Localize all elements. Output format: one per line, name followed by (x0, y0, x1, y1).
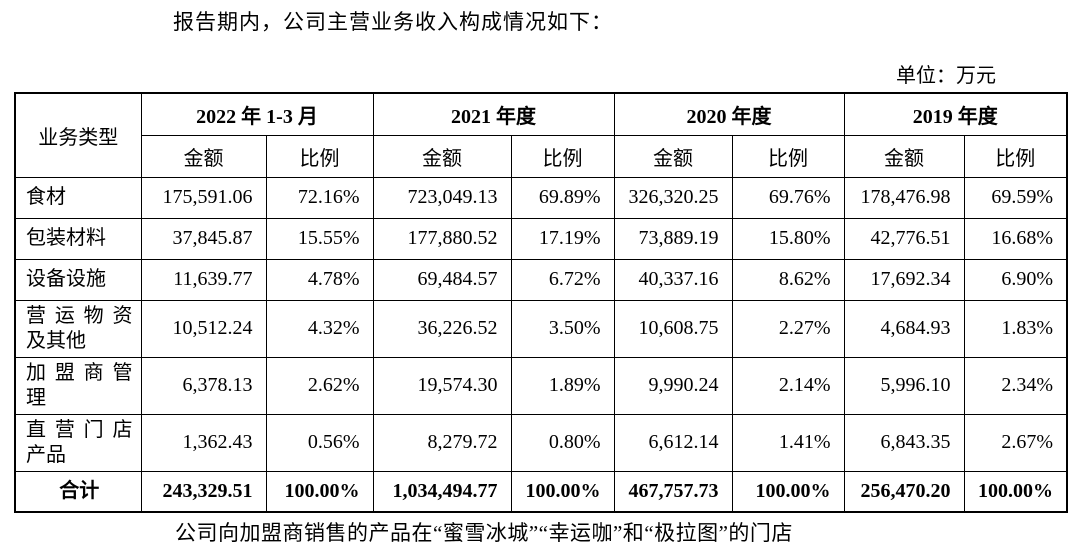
ratio-header: 比例 (731, 134, 845, 178)
amount-cell: 467,757.73 (613, 470, 733, 513)
ratio-cell: 6.90% (963, 258, 1068, 301)
ratio-cell: 1.41% (731, 413, 845, 472)
ratio-cell: 4.78% (265, 258, 374, 301)
ratio-cell: 4.32% (265, 299, 374, 358)
amount-cell: 243,329.51 (140, 470, 267, 513)
ratio-cell: 100.00% (731, 470, 845, 513)
ratio-cell: 100.00% (510, 470, 615, 513)
table-row: 食材 175,591.06 72.16% 723,049.13 69.89% 326,32… (14, 176, 1068, 219)
ratio-cell: 69.89% (510, 176, 615, 219)
table-header: 业务类型 2022 年 1-3 月 2021 年度 2020 年度 2019 年… (14, 92, 1068, 178)
row-label-cell: 直营门店 产品 (14, 413, 142, 472)
intro-paragraph: 报告期内，公司主营业务收入构成情况如下： (173, 10, 613, 34)
ratio-cell: 17.19% (510, 217, 615, 260)
ratio-cell: 100.00% (963, 470, 1068, 513)
amount-cell: 1,362.43 (140, 413, 267, 472)
period-header-2020: 2020 年度 (613, 92, 845, 136)
period-header-2022: 2022 年 1-3 月 (140, 92, 374, 136)
amount-cell: 326,320.25 (613, 176, 733, 219)
amount-cell: 6,378.13 (140, 356, 267, 415)
amount-header: 金额 (140, 134, 267, 178)
amount-cell: 11,639.77 (140, 258, 267, 301)
unit-label: 单位：万元 (896, 65, 996, 87)
table-row: 设备设施 11,639.77 4.78% 69,484.57 6.72% 40,337.1… (14, 258, 1068, 301)
subheader-row: 金额 比例 金额 比例 金额 比例 金额 比例 (15, 134, 1068, 178)
table-row: 包装材料 37,845.87 15.55% 177,880.52 17.19% 73,88… (14, 217, 1068, 260)
ratio-cell: 3.50% (510, 299, 615, 358)
amount-cell: 9,990.24 (613, 356, 733, 415)
ratio-cell: 8.62% (731, 258, 845, 301)
amount-cell: 175,591.06 (140, 176, 267, 219)
amount-cell: 5,996.10 (843, 356, 965, 415)
ratio-header: 比例 (265, 134, 374, 178)
period-header-row: 业务类型 2022 年 1-3 月 2021 年度 2020 年度 2019 年… (14, 92, 1068, 178)
ratio-cell: 1.83% (963, 299, 1068, 358)
amount-cell: 69,484.57 (372, 258, 512, 301)
amount-header: 金额 (372, 134, 512, 178)
amount-cell: 73,889.19 (613, 217, 733, 260)
ratio-cell: 2.62% (265, 356, 374, 415)
ratio-cell: 69.59% (963, 176, 1068, 219)
table-row: 加盟商管理 6,378.13 2.62% 19,574.30 1.89% 9,990.24… (14, 356, 1068, 415)
table-row: 营运物资 及其他 10,512.24 4.32% 36,226.52 3.50% 10,60… (14, 299, 1068, 358)
business-type-header: 业务类型 (14, 92, 142, 178)
amount-cell: 10,512.24 (140, 299, 267, 358)
amount-cell: 177,880.52 (372, 217, 512, 260)
amount-cell: 6,612.14 (613, 413, 733, 472)
amount-header: 金额 (843, 134, 965, 178)
ratio-cell: 2.27% (731, 299, 845, 358)
ratio-cell: 1.89% (510, 356, 615, 415)
ratio-cell: 16.68% (963, 217, 1068, 260)
amount-cell: 36,226.52 (372, 299, 512, 358)
row-label-cell: 设备设施 (14, 258, 142, 301)
ratio-header: 比例 (510, 134, 615, 178)
ratio-cell: 100.00% (265, 470, 374, 513)
ratio-cell: 0.80% (510, 413, 615, 472)
revenue-composition-table: 业务类型 2022 年 1-3 月 2021 年度 2020 年度 2019 年… (14, 92, 1069, 513)
amount-cell: 42,776.51 (843, 217, 965, 260)
amount-cell: 178,476.98 (843, 176, 965, 219)
ratio-cell: 15.80% (731, 217, 845, 260)
ratio-cell: 69.76% (731, 176, 845, 219)
ratio-cell: 2.14% (731, 356, 845, 415)
period-header-2021: 2021 年度 (372, 92, 615, 136)
total-row: 合计 243,329.51 100.00% 1,034,494.77 100.00% 46… (14, 470, 1068, 513)
amount-cell: 6,843.35 (843, 413, 965, 472)
row-label-cell: 合计 (14, 470, 142, 513)
ratio-cell: 6.72% (510, 258, 615, 301)
row-label-cell: 食材 (14, 176, 142, 219)
amount-cell: 8,279.72 (372, 413, 512, 472)
amount-header: 金额 (613, 134, 733, 178)
table-row: 直营门店 产品 1,362.43 0.56% 8,279.72 0.80% 6,612.14… (14, 413, 1068, 472)
amount-cell: 1,034,494.77 (372, 470, 512, 513)
ratio-cell: 2.67% (963, 413, 1068, 472)
row-label-cell: 营运物资 及其他 (14, 299, 142, 358)
table-body: 食材 175,591.06 72.16% 723,049.13 69.89% 326,32… (14, 176, 1068, 513)
amount-cell: 37,845.87 (140, 217, 267, 260)
amount-cell: 10,608.75 (613, 299, 733, 358)
amount-cell: 4,684.93 (843, 299, 965, 358)
ratio-header: 比例 (963, 134, 1068, 178)
ratio-cell: 0.56% (265, 413, 374, 472)
ratio-cell: 2.34% (963, 356, 1068, 415)
amount-cell: 40,337.16 (613, 258, 733, 301)
row-label-cell: 加盟商管理 (14, 356, 142, 415)
amount-cell: 723,049.13 (372, 176, 512, 219)
amount-cell: 256,470.20 (843, 470, 965, 513)
ratio-cell: 15.55% (265, 217, 374, 260)
period-header-2019: 2019 年度 (843, 92, 1068, 136)
row-label-cell: 包装材料 (14, 217, 142, 260)
amount-cell: 17,692.34 (843, 258, 965, 301)
footer-paragraph: 公司向加盟商销售的产品在“蜜雪冰城”“幸运咖”和“极拉图”的门店 (175, 521, 793, 545)
ratio-cell: 72.16% (265, 176, 374, 219)
amount-cell: 19,574.30 (372, 356, 512, 415)
